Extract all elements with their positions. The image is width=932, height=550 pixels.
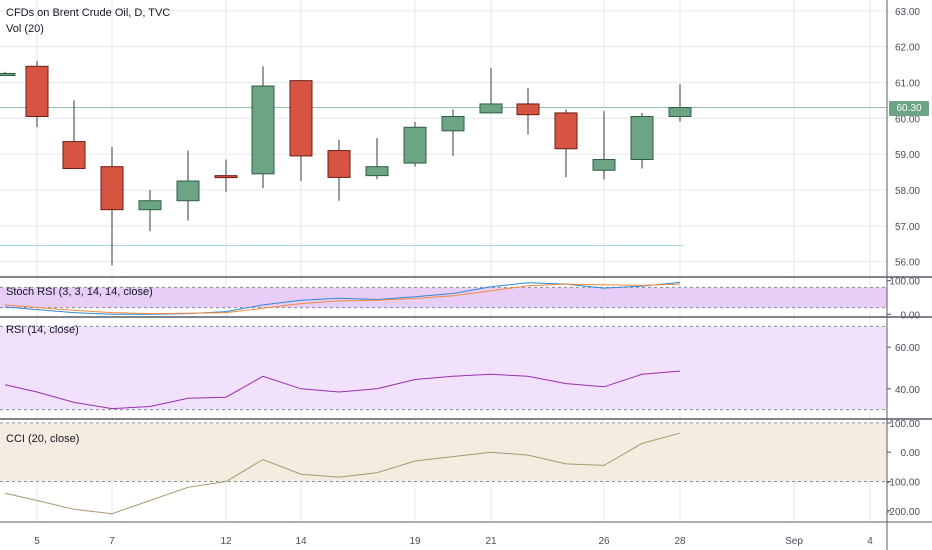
candle-body [138, 200, 162, 211]
candle-body [479, 103, 503, 114]
cci-legend: CCI (20, close) [6, 433, 80, 445]
candle-body [62, 141, 86, 169]
price-axis-tick-label: 62.00 [895, 43, 920, 54]
price-axis-tick-label: 56.00 [895, 258, 920, 269]
candle-body [0, 72, 16, 76]
price-axis-tick-label: 63.00 [895, 7, 920, 18]
time-axis-tick-label: 26 [598, 536, 610, 547]
indicator-axis-tick-label: 100.00 [889, 419, 920, 430]
candle-body [214, 175, 238, 179]
candles [0, 60, 692, 266]
time-axis-tick-label: Sep [785, 536, 803, 547]
indicator-axis-tick-label: 60.00 [895, 343, 920, 354]
price-axis-tick-label: 57.00 [895, 222, 920, 233]
price-axis-tick-label: 61.00 [895, 78, 920, 89]
price-axis-tick-label: 58.00 [895, 186, 920, 197]
candle-body [365, 166, 389, 177]
time-axis-tick-label: 7 [109, 536, 115, 547]
stoch-rsi-legend: Stoch RSI (3, 3, 14, 14, close) [6, 286, 153, 298]
rsi-line [4, 370, 681, 410]
price-axis-tick-label: 59.00 [895, 150, 920, 161]
indicator-band [0, 287, 887, 308]
indicator-axis-tick-label: 40.00 [895, 385, 920, 396]
time-axis-tick-label: 19 [409, 536, 421, 547]
time-axis-tick-label: 5 [34, 536, 40, 547]
candle-body [554, 112, 578, 150]
indicator-axis-tick-label: -200.00 [886, 507, 920, 518]
rsi-legend: RSI (14, close) [6, 324, 79, 336]
time-axis-tick-label: 21 [485, 536, 497, 547]
candle-body [176, 180, 200, 202]
candle-body [251, 85, 275, 175]
time-axis-tick-label: 28 [674, 536, 686, 547]
indicator-axis-tick-label: 0.00 [901, 448, 921, 459]
candle-body [441, 115, 465, 132]
candle-body [100, 166, 124, 211]
indicator-band [0, 326, 887, 410]
candle-body [25, 65, 49, 117]
volume-legend: Vol (20) [6, 23, 44, 35]
price-axis-tick-label: 60.00 [895, 114, 920, 125]
last-price-tag: 60.30 [889, 100, 929, 116]
candle-body [516, 103, 540, 116]
indicator-band [0, 422, 887, 482]
candle-body [327, 150, 351, 178]
indicator-axis-tick-label: 100.00 [889, 277, 920, 288]
time-axis-tick-label: 14 [295, 536, 307, 547]
candle-body [630, 115, 654, 161]
indicator-axis-tick-label: 0.00 [901, 310, 921, 321]
stoch-rsi-d-line [4, 283, 681, 315]
chart-title: CFDs on Brent Crude Oil, D, TVC [6, 7, 171, 19]
cci-line [4, 432, 681, 515]
candle-body [668, 107, 692, 117]
time-axis-tick-label: 12 [220, 536, 232, 547]
indicator-axis-tick-label: -100.00 [886, 477, 920, 488]
time-axis-tick-label: 4 [867, 536, 873, 547]
candle-body [592, 159, 616, 171]
candle-body [289, 80, 313, 157]
candle-body [403, 126, 427, 164]
